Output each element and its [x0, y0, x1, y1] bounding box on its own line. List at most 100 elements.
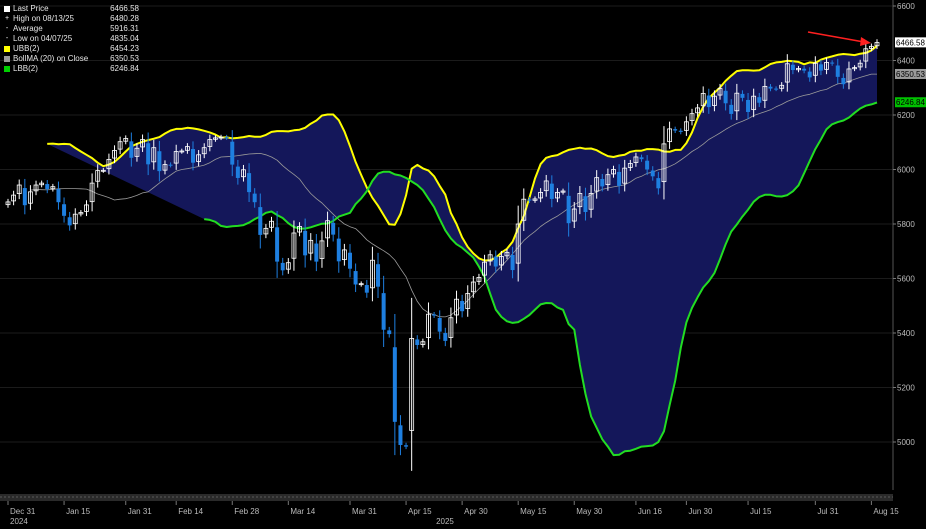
candle-body	[498, 256, 504, 266]
candle-57	[325, 211, 330, 247]
candle-67	[381, 275, 386, 348]
candle-body	[185, 146, 190, 151]
candle-27	[157, 140, 162, 182]
candle-body	[812, 62, 818, 76]
candle-body	[95, 170, 101, 182]
candle-body	[33, 184, 39, 192]
legend-label: LBB(2)	[13, 64, 38, 73]
candle-145	[818, 59, 823, 76]
candle-body	[437, 317, 442, 332]
candle-4	[28, 185, 33, 210]
candle-50	[285, 258, 291, 274]
candle-body	[22, 188, 27, 206]
candle-72	[409, 297, 415, 471]
candle-body	[460, 301, 465, 312]
x-axis: Dec 31 Jan 15 Jan 31 Feb 14 Feb 28 Mar 14 Mar …	[0, 494, 899, 526]
x-tick-label-5: Mar 14	[290, 507, 315, 516]
price-tag-box	[895, 97, 926, 108]
candle-25	[146, 132, 151, 176]
candle-12	[72, 208, 78, 230]
candle-122	[689, 108, 695, 126]
candle-body	[504, 251, 510, 257]
candle-132	[746, 92, 751, 119]
price-tag-box	[895, 37, 926, 48]
candle-body	[409, 338, 415, 431]
candle-135	[762, 78, 768, 109]
candle-body	[476, 277, 482, 282]
candle-94	[532, 196, 538, 203]
x-tick-label-11: Jun 16	[638, 507, 663, 516]
price-tag-text: 6246.84	[896, 98, 925, 107]
candle-body	[762, 85, 768, 101]
candle-134	[757, 92, 762, 107]
candle-56	[319, 231, 325, 268]
candle-body	[656, 178, 661, 189]
candle-143	[807, 67, 812, 82]
legend-item-0: Last Price 6466.58	[4, 4, 139, 14]
candle-body	[364, 285, 369, 293]
candle-144	[812, 56, 818, 83]
x-tick-label-9: May 15	[520, 507, 547, 516]
candle-body	[796, 68, 801, 71]
candle-15	[89, 173, 95, 212]
candle-53	[303, 218, 308, 268]
candle-body	[280, 262, 285, 271]
candle-129	[729, 99, 734, 120]
candle-body	[191, 149, 196, 163]
candle-body	[768, 86, 773, 89]
candle-33	[191, 141, 196, 171]
candle-body	[712, 95, 717, 106]
candle-body	[376, 264, 381, 287]
candle-body	[341, 249, 347, 261]
candle-body	[291, 232, 297, 259]
candle-128	[723, 83, 728, 111]
candle-body	[89, 182, 95, 203]
candle-28	[162, 160, 168, 175]
candle-body	[303, 230, 308, 256]
candle-body	[78, 212, 84, 215]
candle-body	[700, 93, 706, 107]
candle-body	[560, 190, 566, 193]
candle-35	[201, 143, 207, 159]
candle-body	[740, 93, 745, 98]
candle-body	[673, 129, 678, 131]
candle-body	[667, 128, 672, 143]
candle-body	[627, 163, 633, 168]
legend-marker: +	[4, 15, 10, 22]
candle-40	[230, 130, 235, 177]
candle-body	[538, 191, 544, 199]
candle-body	[218, 136, 224, 139]
candle-body	[415, 339, 420, 345]
legend-value: 6466.58	[110, 4, 139, 13]
candle-133	[751, 88, 757, 118]
candle-16	[95, 164, 101, 188]
candle-body	[600, 178, 605, 187]
candle-body	[824, 62, 829, 70]
candle-body	[841, 77, 846, 85]
candle-118	[667, 121, 672, 149]
candle-73	[415, 335, 420, 350]
candle-92	[521, 188, 527, 232]
candle-120	[678, 128, 683, 135]
candle-body	[28, 191, 33, 204]
candle-147	[830, 60, 835, 66]
candle-102	[577, 186, 583, 215]
candle-body	[493, 256, 498, 267]
candle-body	[678, 130, 683, 132]
candle-body	[112, 150, 117, 159]
candle-body	[336, 238, 341, 262]
candle-body	[852, 67, 857, 70]
candle-body	[846, 68, 852, 83]
candle-121	[683, 116, 689, 136]
candlesticks	[5, 39, 880, 471]
price-tag-box	[895, 68, 926, 79]
candle-83	[470, 276, 476, 298]
legend-value: 4835.04	[110, 34, 139, 43]
candle-body	[689, 113, 695, 121]
candle-body	[818, 64, 823, 71]
candle-0	[5, 198, 11, 208]
y-tick-label-0: 5000	[897, 438, 915, 447]
legend-item-2: - Average 5916.31	[4, 24, 139, 34]
candle-76	[432, 312, 437, 318]
lower-band-line	[204, 101, 878, 457]
